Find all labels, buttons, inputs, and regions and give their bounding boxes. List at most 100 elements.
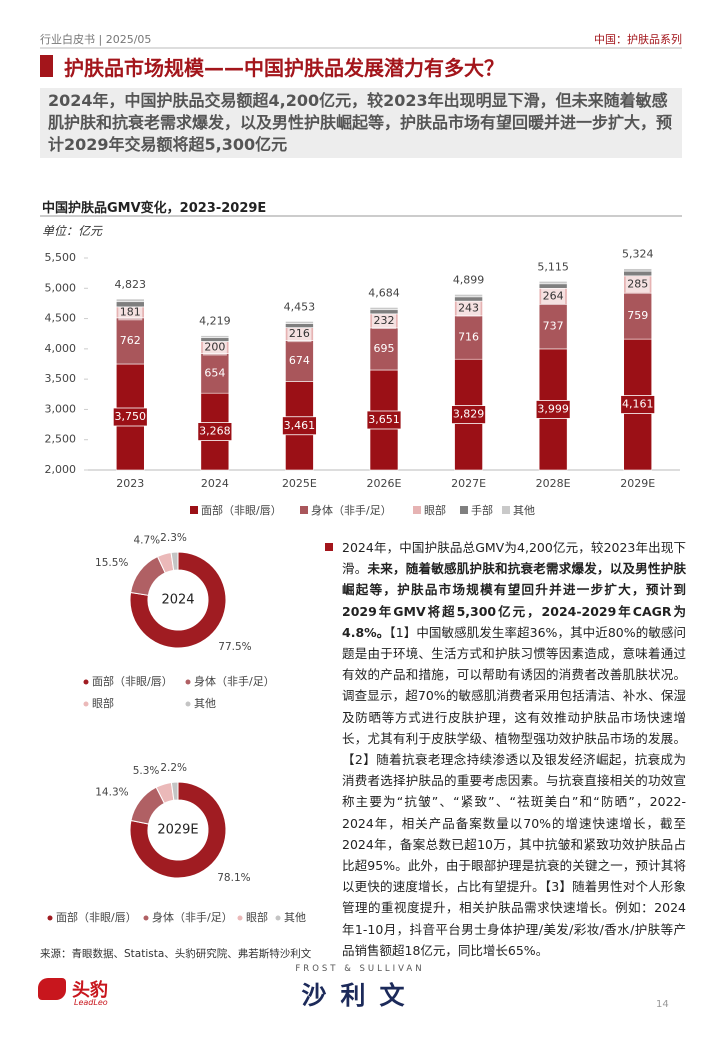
data-label: 3,829 [453, 408, 485, 421]
bar-segment [115, 298, 145, 303]
chart-title: 中国护肤品GMV变化，2023-2029E [42, 201, 267, 216]
pie-slice [129, 781, 227, 879]
data-label: 216 [289, 327, 310, 340]
data-label: 762 [120, 334, 141, 347]
data-label: 674 [289, 354, 310, 367]
legend-dot [275, 915, 281, 921]
pie-center-label: 2029E [157, 823, 198, 838]
pie-label: 2.2% [160, 762, 187, 774]
data-label: 3,999 [537, 402, 569, 415]
y-tick-label: 3,000 [45, 402, 77, 415]
data-label: 3,461 [284, 419, 316, 432]
x-tick-label: 2025E [282, 477, 317, 490]
bar-segment [623, 292, 653, 340]
logo-sub: LeadLeo [74, 998, 108, 1007]
data-label: 759 [627, 309, 648, 322]
label-box [366, 410, 402, 430]
total-label: 4,453 [284, 300, 316, 313]
y-tick-label: 3,500 [45, 372, 77, 385]
data-label: 654 [204, 366, 225, 379]
legend-swatch [460, 506, 468, 514]
body-text: 2024年，中国护肤品总GMV为4,200亿元，较2023年出现下滑。未来，随着… [342, 537, 686, 961]
legend-label: 面部（非眼/唇） [201, 503, 282, 517]
bar-segment [115, 301, 145, 308]
legend-label: 眼部 [246, 910, 268, 924]
page-title: 护肤品市场规模——中国护肤品发展潜力有多大？ [64, 56, 504, 80]
header-right: 中国：护肤品系列 [594, 33, 682, 46]
summary: 2024年，中国护肤品交易额超4,200亿元，较2023年出现明显下滑，但未来随… [40, 88, 682, 158]
bar-segment [200, 335, 230, 339]
data-label: 695 [374, 342, 395, 355]
data-label: 181 [120, 305, 141, 318]
body-run: 未来，随着敏感肌护肤和抗衰老需求爆发，以及男性护肤崛起等，护肤品市场规模有望回升… [342, 561, 686, 640]
label-box [282, 416, 317, 436]
legend-dot [185, 701, 191, 707]
legend-label: 其他 [513, 504, 535, 517]
label-box [456, 300, 481, 317]
legend-dot [47, 915, 53, 921]
pie-slice [170, 551, 179, 571]
brand-cn: 沙利文 [301, 981, 419, 1010]
legend-label: 其他 [194, 697, 216, 710]
x-tick-label: 2028E [536, 477, 571, 490]
x-tick-label: 2026E [367, 477, 402, 490]
data-label: 200 [204, 341, 225, 354]
legend-dot [83, 679, 89, 685]
y-tick-label: 2,000 [45, 463, 77, 476]
bullet [325, 543, 333, 551]
label-box [625, 276, 650, 293]
page-number: 14 [656, 999, 669, 1010]
header-left: 行业白皮书 | 2025/05 [40, 33, 152, 46]
legend-label: 眼部 [92, 696, 114, 710]
data-label: 3,268 [199, 425, 231, 438]
label-box [535, 400, 571, 419]
legend-dot [143, 915, 149, 921]
data-label: 243 [458, 301, 479, 314]
pie-label: 14.3% [95, 787, 128, 799]
data-label: 737 [543, 320, 564, 333]
total-label: 5,324 [622, 248, 654, 261]
bar-segment [369, 307, 399, 311]
legend-label: 身体（非手/足） [152, 910, 233, 924]
total-label: 4,899 [453, 273, 485, 286]
title-marker [40, 55, 53, 77]
label-box [118, 304, 143, 321]
label-box [202, 339, 227, 356]
total-label: 5,115 [537, 260, 569, 273]
data-label: 3,651 [368, 413, 400, 426]
chart-unit: 单位：亿元 [42, 224, 103, 238]
label-box [451, 405, 486, 425]
data-label: 264 [543, 289, 564, 302]
bar-segment [538, 283, 568, 289]
legend-label: 面部（非眼/唇） [92, 674, 173, 688]
bar-segment [454, 296, 483, 302]
pie-label: 15.5% [95, 557, 128, 569]
data-label: 232 [374, 314, 395, 327]
label-box [541, 288, 566, 305]
legend-swatch [300, 506, 308, 514]
source: 来源：青眼数据、Statista、头豹研究院、弗若斯特沙利文 [40, 948, 312, 960]
legend-label: 面部（非眼/唇） [56, 910, 137, 924]
label-box [112, 407, 148, 427]
pie-label: 78.1% [217, 872, 250, 884]
legend-swatch [190, 506, 198, 514]
legend-label: 其他 [284, 911, 306, 924]
pie-label: 5.3% [133, 765, 160, 777]
bar-segment [285, 321, 314, 324]
y-tick-label: 5,500 [45, 251, 77, 264]
pie-slice [129, 551, 227, 649]
bar-segment [538, 303, 568, 350]
x-tick-label: 2029E [620, 477, 655, 490]
data-label: 716 [458, 331, 479, 344]
bar-segment [454, 315, 483, 360]
legend-swatch [502, 506, 510, 514]
bar-segment [454, 294, 483, 298]
pie-label: 77.5% [218, 641, 251, 653]
y-tick-label: 2,500 [45, 433, 77, 446]
x-tick-label: 2023 [116, 477, 144, 490]
bar-segment [538, 281, 568, 285]
legend-label: 身体（非手/足） [194, 674, 275, 688]
legend-label: 手部 [471, 503, 493, 517]
bar-segment [285, 323, 314, 328]
